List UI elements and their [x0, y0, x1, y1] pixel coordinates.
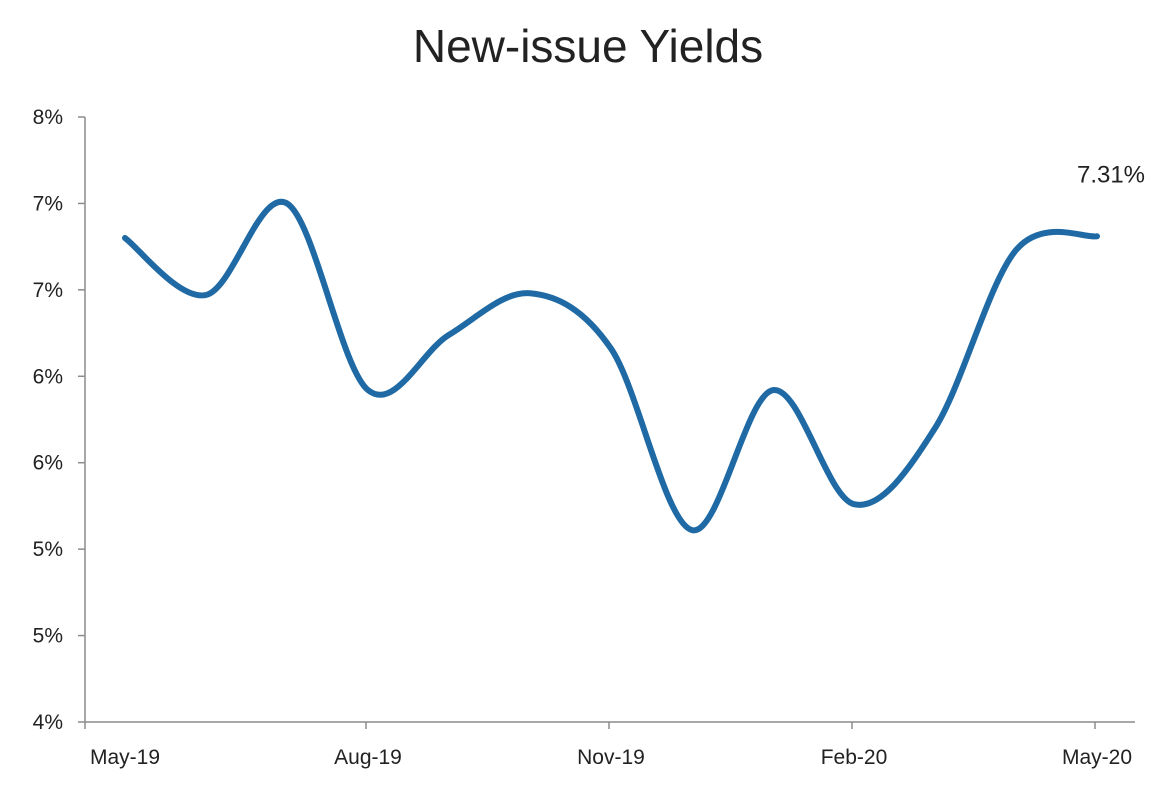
y-tick-label: 4%	[33, 711, 63, 734]
y-tick-label: 7%	[33, 192, 63, 215]
x-tick-label: Nov-19	[577, 746, 645, 769]
series-layer	[122, 198, 1100, 534]
x-tick-label: May-19	[90, 746, 160, 769]
x-tick-label: Aug-19	[334, 746, 402, 769]
annotation-layer: 7.31%	[1077, 161, 1145, 188]
y-tick-label: 5%	[33, 538, 63, 561]
x-tick-label: May-20	[1062, 746, 1132, 769]
chart-title: New-issue Yields	[413, 20, 763, 72]
y-tick-label: 7%	[33, 279, 63, 302]
y-tick-label: 5%	[33, 625, 63, 648]
y-tick-label: 8%	[33, 106, 63, 129]
y-tick-label: 6%	[33, 365, 63, 388]
y-tick-label: 6%	[33, 452, 63, 475]
last-value-label: 7.31%	[1077, 161, 1145, 188]
series-line	[122, 198, 1100, 534]
y-axis: 4% 5% 5% 6% 6% 7% 7% 8%	[33, 106, 86, 734]
x-axis: May-19 Aug-19 Nov-19 Feb-20 May-20	[84, 721, 1135, 769]
x-tick-label: Feb-20	[821, 746, 888, 769]
